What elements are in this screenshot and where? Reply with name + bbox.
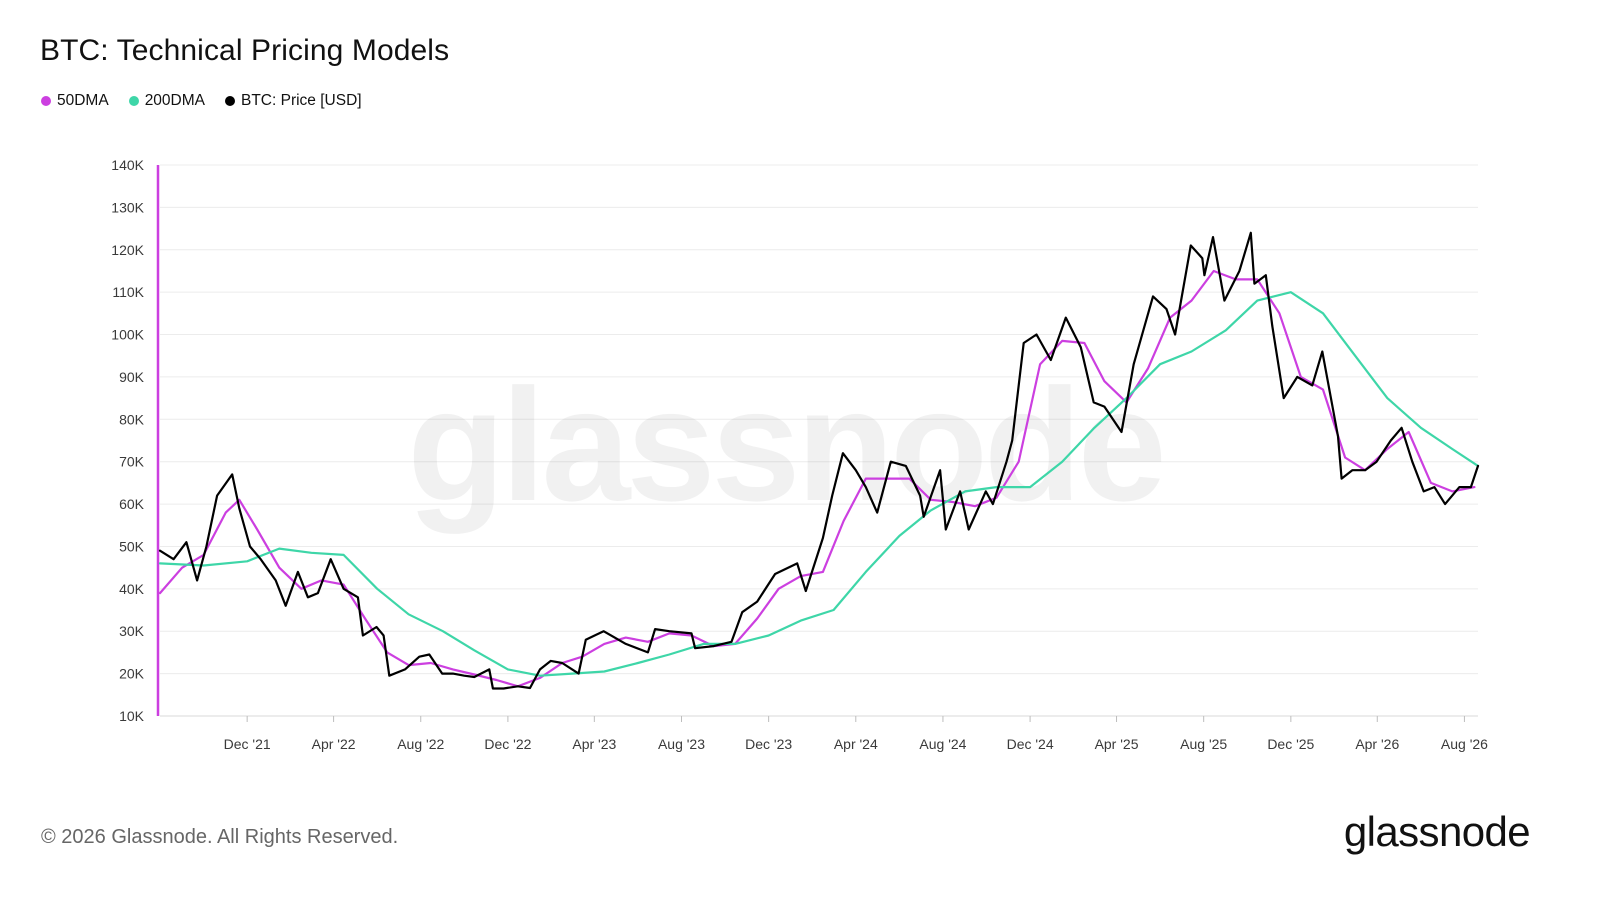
x-tick-label: Apr '23 <box>572 736 616 752</box>
y-tick-label: 120K <box>111 242 144 258</box>
y-tick-label: 110K <box>112 284 144 300</box>
legend-label-price: BTC: Price [USD] <box>241 92 362 109</box>
y-tick-label: 30K <box>119 623 145 639</box>
y-tick-label: 100K <box>111 327 144 343</box>
glassnode-logo[interactable]: glassnode <box>1343 808 1531 855</box>
legend-item-price[interactable]: BTC: Price [USD] <box>225 92 362 110</box>
y-tick-label: 40K <box>119 581 145 597</box>
legend: 50DMA 200DMA BTC: Price [USD] <box>41 92 362 110</box>
x-tick-label: Apr '24 <box>834 736 878 752</box>
chart-title: BTC: Technical Pricing Models <box>40 34 450 67</box>
x-tick-label: Apr '22 <box>312 736 356 752</box>
x-tick-label: Aug '22 <box>397 736 444 752</box>
y-tick-label: 10K <box>119 708 145 724</box>
x-tick-label: Aug '26 <box>1441 736 1488 752</box>
y-tick-label: 70K <box>119 454 145 470</box>
x-tick-label: Dec '24 <box>1007 736 1054 752</box>
legend-item-200dma[interactable]: 200DMA <box>128 92 205 110</box>
y-tick-label: 60K <box>119 496 145 512</box>
y-tick-label: 90K <box>119 369 145 385</box>
y-tick-label: 140K <box>111 157 144 173</box>
y-tick-label: 130K <box>111 199 144 215</box>
x-tick-label: Apr '26 <box>1355 736 1399 752</box>
legend-dot-price <box>225 96 235 106</box>
y-tick-label: 20K <box>119 666 145 682</box>
x-tick-label: Aug '23 <box>658 736 705 752</box>
legend-label-50dma: 50DMA <box>57 92 109 109</box>
y-tick-label: 50K <box>119 538 145 554</box>
series-line-price[interactable] <box>158 231 1480 690</box>
series-layer <box>158 231 1480 690</box>
legend-dot-200dma <box>128 96 139 106</box>
x-tick-label: Dec '21 <box>224 736 271 752</box>
x-tick-label: Dec '25 <box>1267 736 1314 752</box>
y-tick-label: 80K <box>119 411 145 427</box>
legend-label-200dma: 200DMA <box>144 92 205 109</box>
x-tick-label: Apr '25 <box>1095 736 1139 752</box>
x-tick-label: Aug '25 <box>1180 736 1227 752</box>
x-tick-label: Dec '22 <box>484 736 531 752</box>
axis-layer: 10K 20K 30K 40K 50K 60K 70K 80K 90K 100K 110K 120K 1… <box>111 157 1488 752</box>
x-tick-label: Dec '23 <box>745 736 792 752</box>
copyright-text: © 2026 Glassnode. All Rights Reserved. <box>41 826 399 848</box>
x-tick-label: Aug '24 <box>919 736 966 752</box>
legend-dot-50dma <box>41 96 51 106</box>
legend-item-50dma[interactable]: 50DMA <box>41 92 109 110</box>
watermark-logo: glassnode <box>407 355 1162 534</box>
